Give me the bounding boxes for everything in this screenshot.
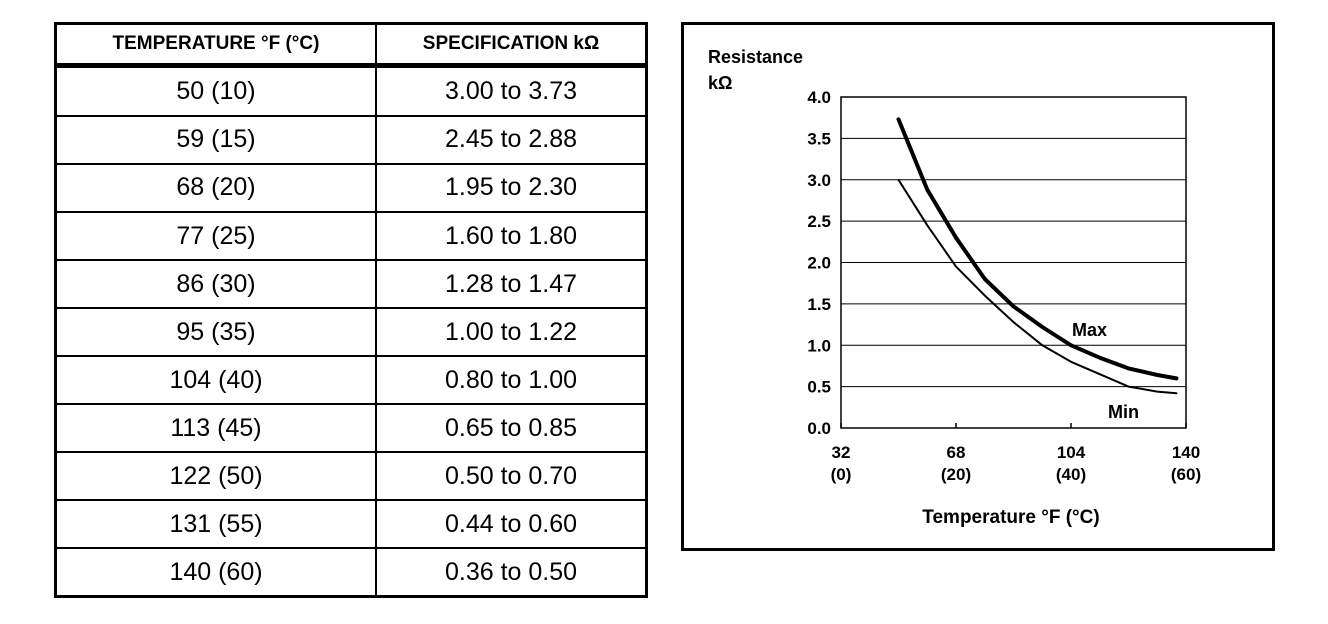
y-tick-label: 2.0 — [807, 254, 831, 273]
spec-cell: 3.00 to 3.73 — [444, 76, 578, 105]
spec-cell: 0.80 to 1.00 — [376, 355, 645, 405]
temperature-cell: 68 (20) — [57, 162, 377, 213]
series-lines — [896, 117, 1179, 395]
table-row: 140 (60) 0.36 to 0.50 — [57, 547, 645, 595]
axis-ticks: 4.0 3.5 3.0 2.5 2.0 1.5 1.0 0.5 0.032 (0) 68 (20) 10… — [807, 88, 1201, 484]
temperature-cell: 140 (60) — [57, 547, 377, 595]
series-label-min: Min — [1108, 402, 1139, 422]
series-line-min — [897, 178, 1178, 395]
table-row: 68 (20) 1.95 to 2.30 — [57, 162, 645, 213]
table-header-row: TEMPERATURE °F (°C) SPECIFICATION kΩ — [57, 25, 645, 68]
y-tick-label: 3.0 — [807, 171, 831, 190]
temperature-cell: 131 (55) — [57, 499, 377, 549]
x-axis-label: Temperature °F (°C) — [922, 507, 1099, 528]
y-tick-label: 2.5 — [807, 212, 831, 231]
x-tick-label-f: 68 — [947, 443, 966, 462]
y-tick-label: 4.0 — [807, 88, 831, 107]
grid-lines — [840, 96, 1187, 429]
temperature-cell: 77 (25) — [57, 211, 377, 261]
y-tick-label: 1.0 — [807, 336, 831, 355]
table-row: 95 (35) 1.00 to 1.22 — [57, 307, 645, 357]
y-tick-label: 0.5 — [807, 378, 831, 397]
resistance-chart: Resistance kΩ 4.0 3.5 3.0 2.5 2.0 1.5 1.0 0.5 0.… — [708, 47, 1201, 528]
x-tick-label-c: (0) — [831, 465, 852, 484]
temperature-cell: 104 (40) — [57, 355, 377, 405]
resistance-chart-panel: Resistance kΩ 4.0 3.5 3.0 2.5 2.0 1.5 1.0 0.5 0.… — [681, 22, 1275, 551]
x-tick-label-c: (40) — [1056, 465, 1086, 484]
spec-cell: 1.28 to 1.47 — [376, 259, 645, 309]
header-temperature: TEMPERATURE °F (°C) — [57, 25, 377, 68]
temperature-cell: 86 (30) — [57, 259, 377, 309]
temperature-cell: 95 (35) — [57, 307, 377, 357]
temperature-cell: 122 (50) — [57, 451, 377, 501]
y-tick-label: 1.5 — [807, 295, 831, 314]
temperature-cell: 113 (45) — [57, 403, 377, 453]
y-axis-label: Resistance — [708, 47, 803, 67]
header-specification: SPECIFICATION kΩ — [376, 25, 645, 68]
y-tick-label: 0.0 — [807, 419, 831, 438]
spec-cell: 1.00 to 1.22 — [376, 307, 645, 357]
x-tick-label-f: 140 — [1172, 443, 1200, 462]
table-row: 104 (40) 0.80 to 1.00 — [57, 355, 645, 405]
table-row: 122 (50) 0.50 to 0.70 — [57, 451, 645, 501]
x-tick-label-c: (60) — [1171, 465, 1201, 484]
spec-cell: 2.45 to 2.88 — [376, 114, 645, 164]
table-row: 113 (45) 0.65 to 0.85 — [57, 403, 645, 453]
spec-cell: 1.95 to 2.30 — [376, 162, 645, 213]
spec-cell: 0.44 to 0.60 — [376, 499, 645, 549]
table-row: 59 (15) 2.45 to 2.88 — [57, 114, 645, 164]
series-label-max: Max — [1072, 320, 1107, 340]
spec-cell: 0.36 to 0.50 — [376, 547, 645, 595]
table-row: 50 (10) 3.00 to 3.73 — [57, 65, 645, 116]
x-tick-label-f: 104 — [1057, 443, 1086, 462]
spec-cell: 1.60 to 1.80 — [376, 211, 645, 261]
y-axis-unit: kΩ — [708, 73, 732, 93]
spec-table: TEMPERATURE °F (°C) SPECIFICATION kΩ 50 … — [54, 22, 648, 598]
y-tick-label: 3.5 — [807, 129, 831, 148]
series-line-max — [896, 117, 1179, 381]
spec-cell: 0.50 to 0.70 — [376, 451, 645, 501]
x-tick-label-c: (20) — [941, 465, 971, 484]
spec-cell: 0.65 to 0.85 — [376, 403, 645, 453]
temperature-cell: 50 (10) — [57, 65, 377, 116]
table-row: 86 (30) 1.28 to 1.47 — [57, 259, 645, 309]
temperature-cell: 59 (15) — [57, 114, 377, 164]
x-tick-label-f: 32 — [832, 443, 851, 462]
table-row: 131 (55) 0.44 to 0.60 — [57, 499, 645, 549]
table-row: 77 (25) 1.60 to 1.80 — [57, 211, 645, 261]
